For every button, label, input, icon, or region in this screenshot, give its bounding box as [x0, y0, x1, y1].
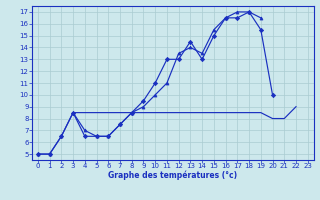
X-axis label: Graphe des températures (°c): Graphe des températures (°c) [108, 171, 237, 180]
